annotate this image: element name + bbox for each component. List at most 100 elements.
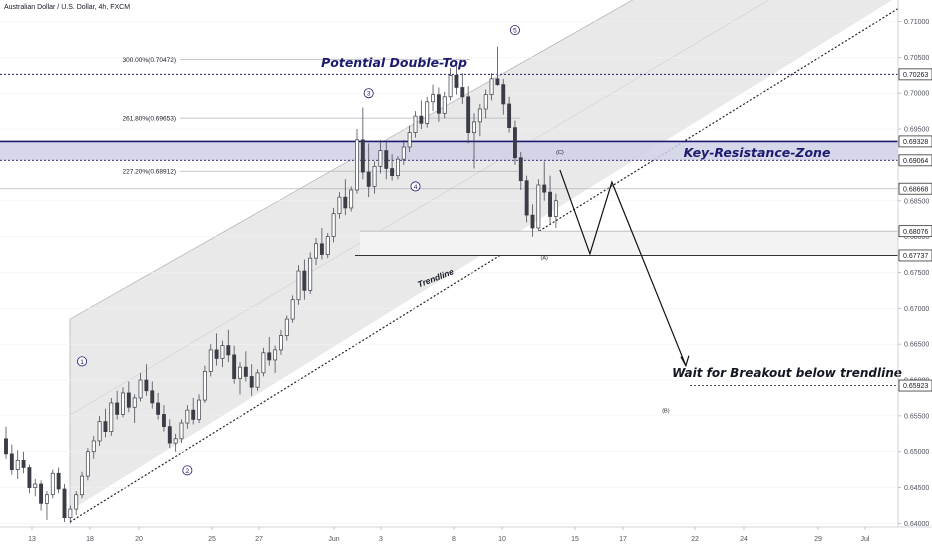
- candle-body: [255, 372, 260, 388]
- candle: [126, 381, 131, 413]
- candle: [138, 372, 143, 402]
- candle-body: [512, 127, 517, 159]
- candle-body: [314, 243, 319, 259]
- candle-body: [419, 115, 424, 124]
- candle: [431, 84, 436, 112]
- wave-label-3: 3: [363, 88, 374, 99]
- candle: [396, 156, 400, 180]
- wave-label-5: 5: [509, 25, 520, 36]
- candle: [68, 505, 73, 524]
- price-label-box: [898, 154, 932, 167]
- candle: [314, 238, 319, 266]
- candle: [255, 369, 260, 391]
- candle: [238, 362, 242, 395]
- y-tick-label-10: 0.65500: [904, 413, 929, 420]
- x-tick-label-3: 25: [208, 536, 216, 543]
- price-label-box: [898, 68, 932, 81]
- price-label-text: 0.65923: [903, 383, 928, 390]
- x-tick-label-11: 22: [691, 536, 699, 543]
- candle: [91, 435, 96, 459]
- price-label-text: 0.67737: [903, 253, 928, 260]
- candle-body: [425, 101, 430, 124]
- price-levels: 300.00%(0.70472) 261.80%(0.69653) 227.20%(…: [0, 57, 898, 386]
- candle-body: [173, 438, 178, 444]
- wave-circle: [182, 465, 193, 476]
- candle-body: [542, 184, 547, 193]
- candle-body: [267, 352, 272, 361]
- candle: [308, 252, 313, 294]
- x-axis: 13 18 20 25 27 Jun 3 8 10 15 17 22 24 29 Jul: [0, 526, 932, 543]
- price-label-text: 0.69064: [903, 158, 928, 165]
- candle: [115, 390, 120, 420]
- candle-body: [132, 397, 137, 408]
- price-label-text: 0.68076: [903, 229, 928, 236]
- y-axis: 0.71000 0.70500 0.70000 0.69500 0.68500 0.680…: [897, 0, 932, 528]
- candle: [425, 96, 430, 128]
- x-tick-label-1: 18: [86, 536, 94, 543]
- candle-body: [279, 335, 283, 351]
- y-tick-label-6: 0.67500: [904, 270, 929, 277]
- candle: [536, 179, 541, 231]
- candle-body: [331, 213, 336, 237]
- candle-body: [308, 257, 313, 291]
- candle-body: [109, 402, 114, 432]
- price-label-3: 0.68668: [898, 182, 932, 195]
- candle-body: [150, 390, 155, 404]
- candle: [50, 469, 55, 499]
- candle: [290, 295, 295, 323]
- candle: [267, 336, 272, 366]
- candle-body: [50, 472, 55, 496]
- candle-body: [74, 494, 79, 510]
- grid-layer: [0, 21, 898, 524]
- symbol-title: Australian Dollar / U.S. Dollar, 4h, FXC…: [4, 4, 131, 11]
- y-tick-label-4: 0.68500: [904, 198, 929, 205]
- candle: [39, 480, 44, 511]
- candle-body: [530, 214, 535, 229]
- candle: [33, 478, 38, 497]
- candle: [97, 415, 102, 446]
- candle: [413, 111, 418, 138]
- y-tick-label-3: 0.69500: [904, 127, 929, 134]
- candle: [518, 152, 523, 191]
- candle: [460, 73, 465, 104]
- candle-body: [536, 184, 541, 229]
- candle: [466, 86, 471, 144]
- price-label-4: 0.68076: [898, 225, 932, 238]
- candle-body: [202, 371, 207, 401]
- candle-body: [477, 108, 482, 123]
- wave-number: 3: [367, 91, 371, 98]
- candle-body: [390, 168, 395, 177]
- candle: [325, 233, 330, 259]
- candle-body: [436, 94, 441, 114]
- candle: [436, 87, 441, 122]
- candle-body: [4, 438, 8, 455]
- candle-body: [167, 426, 172, 444]
- price-label-box: [898, 249, 932, 262]
- candle: [448, 68, 453, 101]
- candle-body: [232, 354, 237, 379]
- candle-body: [454, 74, 459, 88]
- candle-body: [273, 349, 278, 361]
- wave-label-4: 4: [410, 181, 421, 192]
- candle: [548, 175, 553, 224]
- candle-body: [126, 392, 131, 408]
- candle-body: [524, 180, 529, 216]
- candle-body: [472, 121, 476, 133]
- candle-body: [378, 150, 383, 167]
- candle-body: [302, 270, 307, 291]
- candle: [279, 329, 283, 355]
- wave-circle: [509, 25, 520, 36]
- fib-label-1: 261.80%(0.69653): [123, 116, 177, 123]
- candle-body: [396, 158, 400, 177]
- candle-body: [121, 392, 125, 415]
- candle-body: [214, 349, 219, 359]
- candle: [232, 345, 237, 384]
- y-tick-label-5: 0.68000: [904, 234, 929, 241]
- candle-body: [39, 483, 44, 504]
- candle-body: [138, 379, 143, 399]
- y-tick-label-11: 0.65000: [904, 449, 929, 456]
- x-tick-label-9: 15: [571, 536, 579, 543]
- candle-body: [156, 402, 161, 415]
- candle: [349, 186, 354, 212]
